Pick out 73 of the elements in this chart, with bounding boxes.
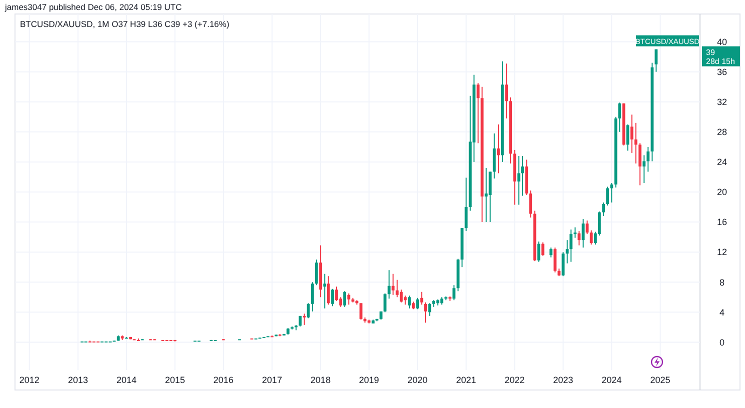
y-tick-label: 40 (716, 36, 728, 47)
candlestick (452, 284, 456, 301)
candlestick (384, 292, 386, 313)
candlestick (642, 154, 646, 184)
candlestick (562, 252, 565, 277)
candlestick (630, 114, 634, 154)
x-tick-label: 2019 (359, 375, 380, 385)
y-tick-label: 24 (716, 157, 728, 168)
candlestick (606, 186, 609, 206)
candlestick (420, 291, 424, 306)
y-tick-label: 12 (716, 247, 728, 258)
candlestick (578, 230, 581, 246)
candlestick (492, 132, 496, 179)
x-tick-label: 2021 (456, 375, 476, 385)
x-tick-label: 2015 (164, 375, 185, 385)
candlestick (424, 302, 427, 324)
candlestick (404, 295, 407, 306)
candlestick (549, 247, 552, 258)
y-tick-label: 4 (719, 307, 725, 318)
candlestick (335, 286, 338, 302)
candlestick (331, 288, 334, 307)
candlestick (476, 82, 480, 144)
candlestick (388, 270, 391, 300)
text: 28d 15h (706, 56, 735, 66)
y-tick-label: 16 (716, 217, 728, 228)
y-tick-label: 32 (716, 97, 728, 108)
x-tick-label: 2013 (68, 375, 88, 385)
x-tick-label: 2025 (650, 375, 670, 385)
x-tick-label: 2014 (116, 375, 136, 385)
candlestick (464, 177, 468, 232)
x-tick-label: 2023 (553, 375, 574, 385)
x-tick-label: 2022 (504, 375, 525, 385)
candlestick (590, 230, 593, 246)
candlestick (311, 282, 314, 312)
candlestick (360, 302, 362, 320)
candlestick (505, 63, 508, 119)
y-tick-label: 8 (719, 277, 725, 288)
x-tick-label: 2024 (602, 375, 622, 385)
x-tick-label: 2012 (19, 375, 40, 385)
candlestick (541, 242, 544, 256)
candlestick (416, 297, 419, 310)
text: BTCUSD/XAUUSD, 1M O37 H39 L36 C39 +3 (+7.16%) (20, 19, 230, 29)
candlestick (554, 247, 557, 273)
y-tick-label: 36 (716, 66, 728, 77)
text: 39 (706, 48, 716, 57)
candlestick (638, 142, 642, 186)
candlestick (392, 273, 395, 296)
x-tick-label: 2018 (310, 375, 331, 385)
candlestick (497, 124, 500, 174)
candlestick (634, 122, 638, 164)
candlestick (326, 276, 330, 306)
candlestick (602, 202, 605, 217)
x-tick-label: 2016 (213, 375, 234, 385)
candlestick (574, 226, 577, 238)
candlestick (570, 229, 572, 262)
y-tick-label: 28 (716, 127, 728, 138)
candlestick (529, 190, 532, 218)
candlestick (343, 290, 346, 308)
candlestick (315, 259, 318, 286)
text: james3047 published Dec 06, 2024 05:19 UTC (4, 2, 182, 12)
candlestick (323, 273, 326, 309)
candlestick (646, 146, 650, 172)
x-tick-label: 2017 (262, 375, 282, 385)
candlestick (306, 302, 310, 319)
y-tick-label: 0 (719, 337, 725, 348)
candlestick (654, 48, 658, 72)
x-tick-label: 2020 (408, 375, 428, 385)
y-tick-label: 20 (716, 187, 728, 198)
candlestick (302, 313, 306, 326)
candlestick (610, 182, 614, 204)
candlestick (428, 302, 432, 316)
candlestick (400, 289, 403, 303)
candlestick (408, 295, 411, 309)
